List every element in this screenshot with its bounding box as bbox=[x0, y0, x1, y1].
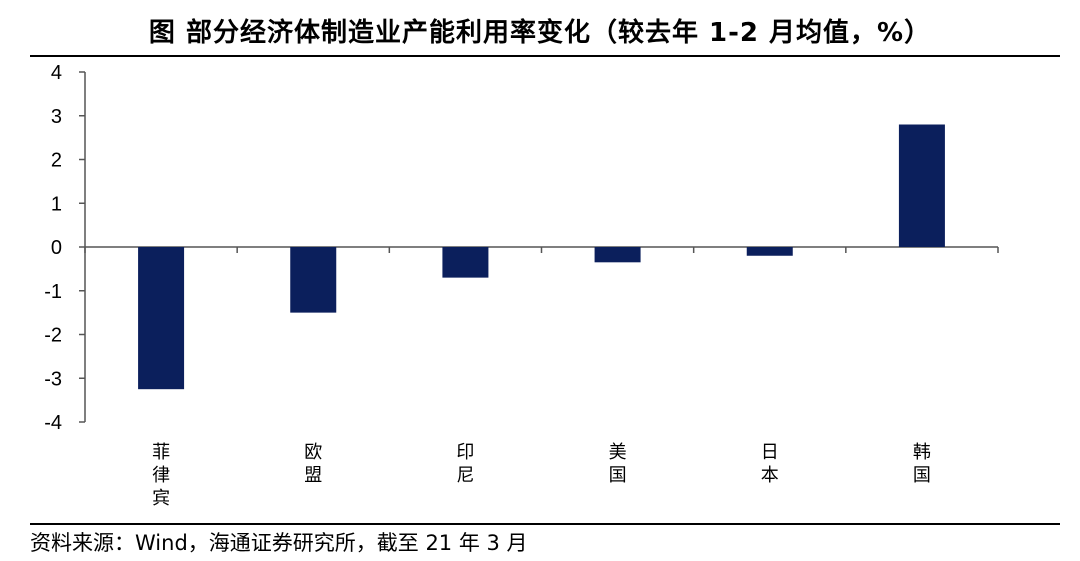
category-label: 印尼 bbox=[456, 442, 474, 486]
bar-5 bbox=[746, 247, 793, 256]
y-tick-label: 4 bbox=[51, 62, 62, 84]
source-divider bbox=[30, 523, 1060, 525]
title-divider bbox=[30, 55, 1060, 57]
y-tick-label: 3 bbox=[51, 106, 62, 128]
y-tick-label: -1 bbox=[44, 281, 62, 303]
bar-2 bbox=[290, 247, 337, 313]
bar-1 bbox=[138, 247, 185, 390]
source-note: 资料来源：Wind，海通证券研究所，截至 21 年 3 月 bbox=[30, 531, 528, 555]
bar-chart: 4 3 2 1 0 -1 -2 -3 -4 菲律宾 欧盟 印尼 美国 日本 韩国 bbox=[44, 62, 999, 509]
bar-4 bbox=[594, 247, 641, 263]
bar-3 bbox=[442, 247, 489, 278]
y-tick-label: -4 bbox=[44, 412, 62, 434]
bars bbox=[138, 124, 945, 390]
y-tick-label: -2 bbox=[44, 325, 62, 347]
y-tick-label: 1 bbox=[51, 193, 62, 215]
category-label: 菲律宾 bbox=[152, 442, 170, 509]
y-tick-label: 2 bbox=[51, 150, 62, 172]
category-label: 美国 bbox=[609, 442, 627, 486]
y-axis: 4 3 2 1 0 -1 -2 -3 -4 bbox=[44, 62, 86, 434]
y-tick-label: 0 bbox=[51, 237, 62, 259]
category-label: 欧盟 bbox=[304, 442, 322, 486]
y-tick-label: -3 bbox=[44, 368, 62, 390]
category-label: 日本 bbox=[761, 442, 779, 486]
bar-6 bbox=[898, 124, 945, 247]
category-labels: 菲律宾 欧盟 印尼 美国 日本 韩国 bbox=[152, 442, 931, 509]
category-label: 韩国 bbox=[913, 442, 931, 486]
chart-title: 图 部分经济体制造业产能利用率变化（较去年 1-2 月均值，%） bbox=[148, 18, 932, 48]
x-axis bbox=[84, 246, 999, 253]
